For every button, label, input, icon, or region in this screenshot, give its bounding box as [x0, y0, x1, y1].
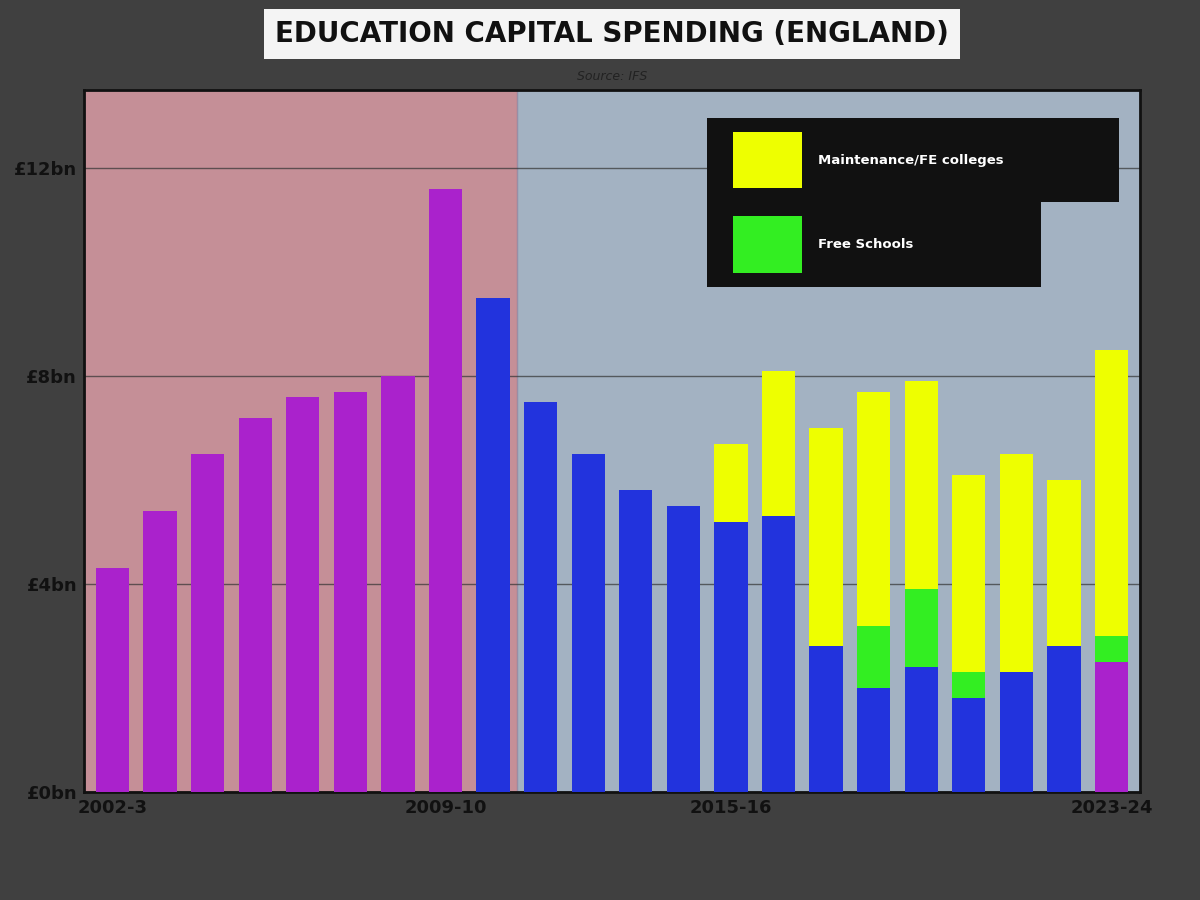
- Bar: [762, 371, 796, 517]
- Bar: [810, 428, 842, 646]
- Bar: [144, 511, 176, 792]
- Bar: [1094, 662, 1128, 792]
- Bar: [905, 667, 938, 792]
- Bar: [524, 402, 557, 792]
- Bar: [905, 590, 938, 667]
- Bar: [1000, 672, 1033, 792]
- Bar: [1094, 636, 1128, 662]
- Bar: [762, 517, 796, 792]
- Bar: [714, 444, 748, 522]
- FancyBboxPatch shape: [707, 118, 1118, 202]
- Bar: [286, 397, 319, 792]
- Bar: [428, 189, 462, 792]
- Bar: [905, 382, 938, 590]
- Bar: [952, 475, 985, 672]
- Text: Free Schools: Free Schools: [818, 238, 913, 251]
- Bar: [1048, 480, 1080, 646]
- Bar: [334, 392, 367, 792]
- Bar: [1094, 350, 1128, 636]
- Bar: [1000, 454, 1033, 672]
- Text: Source: IFS: Source: IFS: [577, 70, 647, 83]
- Bar: [517, 90, 1140, 792]
- Bar: [239, 418, 272, 792]
- Bar: [1048, 646, 1080, 792]
- Bar: [84, 90, 517, 792]
- Bar: [857, 688, 890, 792]
- Bar: [571, 454, 605, 792]
- Bar: [96, 569, 130, 792]
- FancyBboxPatch shape: [733, 132, 802, 188]
- Bar: [619, 491, 653, 792]
- Bar: [810, 646, 842, 792]
- FancyBboxPatch shape: [733, 216, 802, 273]
- Bar: [952, 672, 985, 698]
- Bar: [667, 506, 700, 792]
- Bar: [382, 376, 414, 792]
- Bar: [191, 454, 224, 792]
- Bar: [857, 392, 890, 626]
- Text: EDUCATION CAPITAL SPENDING (ENGLAND): EDUCATION CAPITAL SPENDING (ENGLAND): [275, 20, 949, 48]
- Bar: [857, 626, 890, 688]
- Bar: [714, 522, 748, 792]
- Bar: [952, 698, 985, 792]
- FancyBboxPatch shape: [707, 202, 1040, 286]
- Bar: [476, 298, 510, 792]
- Text: Maintenance/FE colleges: Maintenance/FE colleges: [818, 154, 1003, 166]
